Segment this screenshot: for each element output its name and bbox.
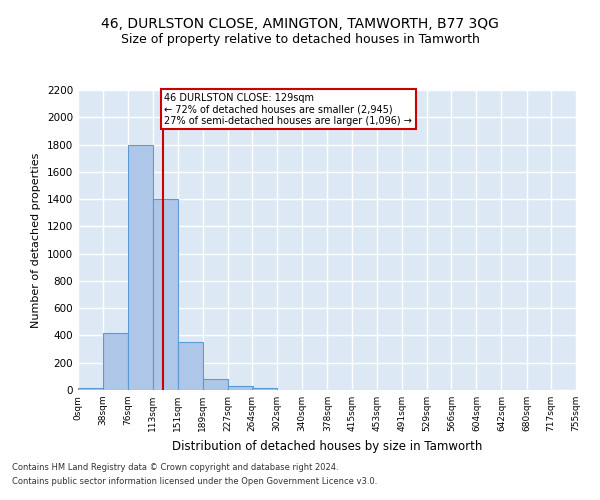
Bar xyxy=(78,388,103,390)
Text: Contains public sector information licensed under the Open Government Licence v3: Contains public sector information licen… xyxy=(12,477,377,486)
X-axis label: Distribution of detached houses by size in Tamworth: Distribution of detached houses by size … xyxy=(172,440,482,452)
Text: 46 DURLSTON CLOSE: 129sqm
← 72% of detached houses are smaller (2,945)
27% of se: 46 DURLSTON CLOSE: 129sqm ← 72% of detac… xyxy=(164,92,412,126)
Text: Size of property relative to detached houses in Tamworth: Size of property relative to detached ho… xyxy=(121,32,479,46)
Bar xyxy=(228,386,253,390)
Y-axis label: Number of detached properties: Number of detached properties xyxy=(31,152,41,328)
Bar xyxy=(178,342,203,390)
Text: Contains HM Land Registry data © Crown copyright and database right 2024.: Contains HM Land Registry data © Crown c… xyxy=(12,464,338,472)
Bar xyxy=(103,332,128,390)
Text: 46, DURLSTON CLOSE, AMINGTON, TAMWORTH, B77 3QG: 46, DURLSTON CLOSE, AMINGTON, TAMWORTH, … xyxy=(101,18,499,32)
Bar xyxy=(128,144,153,390)
Bar xyxy=(203,379,228,390)
Bar xyxy=(152,199,178,390)
Bar xyxy=(252,388,277,390)
